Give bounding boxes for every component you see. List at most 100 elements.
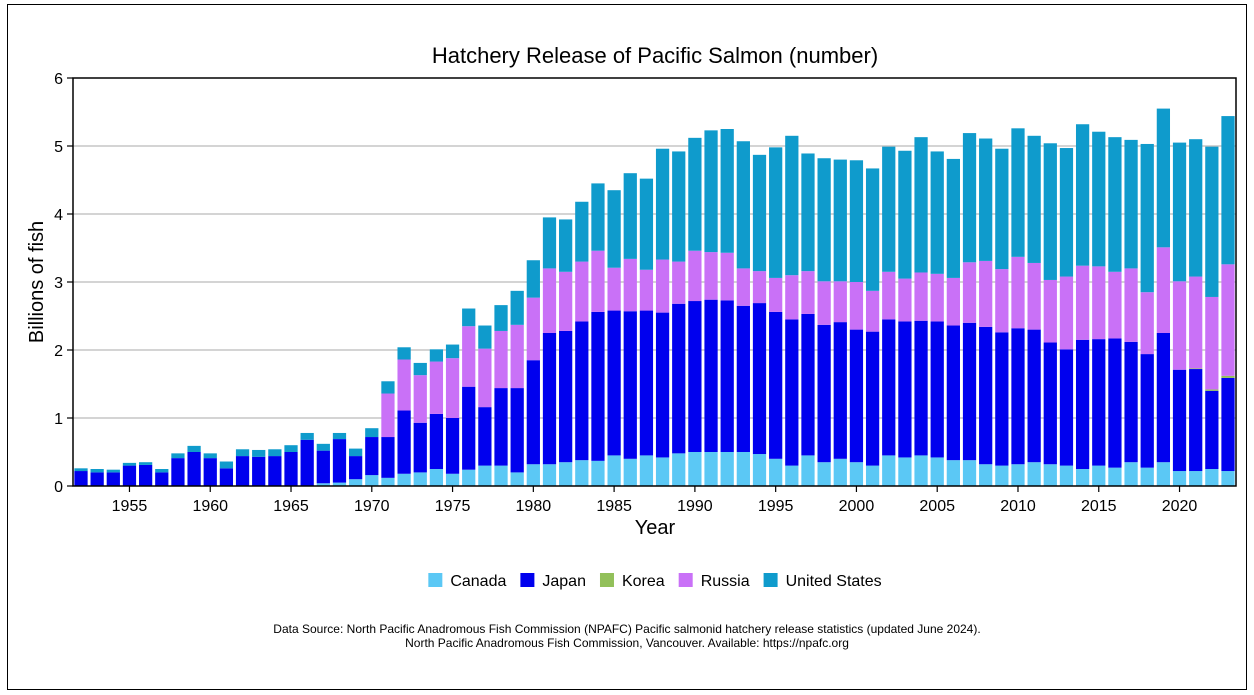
x-tick-label: 1995 xyxy=(758,498,794,515)
x-tick-label: 2005 xyxy=(919,498,955,515)
bar-segment xyxy=(219,461,234,469)
bar-segment xyxy=(316,450,330,484)
bar-segment xyxy=(801,153,815,272)
bar-segment xyxy=(704,452,718,486)
bar-segment xyxy=(1156,462,1171,486)
bar-segment xyxy=(1221,116,1235,265)
bar-segment xyxy=(672,151,686,262)
bar-segment xyxy=(478,407,492,466)
bar-segment xyxy=(672,261,686,304)
bar-segment xyxy=(607,310,621,456)
bar-segment xyxy=(1059,276,1074,350)
bar-segment xyxy=(429,361,444,414)
bar-segment xyxy=(1059,148,1074,277)
legend-label: Russia xyxy=(701,573,750,590)
bar-segment xyxy=(235,449,250,457)
bar-segment xyxy=(284,445,298,452)
x-tick-label: 1965 xyxy=(273,498,309,515)
bar-segment xyxy=(849,329,864,463)
bar-segment xyxy=(882,146,896,272)
bar-segment xyxy=(575,321,589,461)
legend-label: Canada xyxy=(450,573,506,590)
bar-segment xyxy=(865,331,880,466)
bar-segment xyxy=(1027,462,1041,486)
bar-segment xyxy=(575,460,589,486)
bar-segment xyxy=(74,471,88,486)
bar-segment xyxy=(930,321,944,458)
bar-segment xyxy=(381,477,395,486)
bar-segment xyxy=(979,260,993,327)
bar-segment xyxy=(235,456,250,486)
bar-segment xyxy=(898,457,912,486)
bar-segment xyxy=(914,320,928,456)
bar-segment xyxy=(817,462,831,486)
y-tick-label: 3 xyxy=(54,275,63,292)
bar-segment xyxy=(914,137,928,273)
bar-segment xyxy=(720,129,734,253)
bar-segment xyxy=(752,454,767,486)
bar-segment xyxy=(381,393,395,438)
bar-segment xyxy=(672,453,686,486)
bar-segment xyxy=(752,154,767,272)
bar-segment xyxy=(284,452,298,486)
bar-segment xyxy=(526,464,540,486)
chart-title: Hatchery Release of Pacific Salmon (numb… xyxy=(432,43,878,68)
y-tick-label: 4 xyxy=(54,207,63,224)
bar-segment xyxy=(122,465,137,486)
bar-segment xyxy=(510,324,524,389)
bar-segment xyxy=(752,303,767,455)
bar-segment xyxy=(1205,390,1219,469)
bar-segment xyxy=(1205,469,1219,486)
bar-segment xyxy=(688,452,702,486)
bar-segment xyxy=(478,325,492,349)
bar-segment xyxy=(203,458,217,486)
bar-segment xyxy=(1075,469,1090,486)
bar-segment xyxy=(1156,247,1171,333)
bar-segment xyxy=(478,348,492,408)
bar-segment xyxy=(90,469,104,473)
bar-segment xyxy=(591,183,605,251)
y-axis-label: Billions of fish xyxy=(26,221,48,343)
bar-segment xyxy=(187,445,201,452)
bar-segment xyxy=(1156,108,1171,248)
bar-segment xyxy=(1124,341,1138,463)
x-tick-label: 1975 xyxy=(435,498,471,515)
bar-segment xyxy=(1205,296,1219,390)
bar-segment xyxy=(171,453,185,459)
bar-segment xyxy=(898,278,912,322)
bar-segment xyxy=(785,465,799,486)
x-tick-label: 1970 xyxy=(354,498,390,515)
bar-segment xyxy=(995,269,1009,333)
bar-segment xyxy=(332,482,347,486)
bar-segment xyxy=(930,457,944,486)
bar-segment xyxy=(462,308,476,327)
bar-segment xyxy=(882,455,896,486)
bar-segment xyxy=(268,449,282,457)
bar-segment xyxy=(413,422,427,473)
bar-segment xyxy=(946,158,960,278)
bar-segment xyxy=(979,326,993,465)
bar-segment xyxy=(639,269,654,311)
legend-label: Japan xyxy=(542,573,586,590)
bar-segment xyxy=(381,437,395,478)
bar-segment xyxy=(1059,349,1074,466)
bar-segment xyxy=(623,173,637,259)
bar-segment xyxy=(849,160,864,282)
bar-segment xyxy=(1172,471,1187,486)
bar-segment xyxy=(1124,462,1138,486)
bar-segment xyxy=(1075,339,1090,469)
bar-segment xyxy=(252,456,266,486)
bar-segment xyxy=(1124,268,1138,342)
bar-segment xyxy=(704,252,718,300)
bar-segment xyxy=(397,359,411,411)
bar-segment xyxy=(1043,279,1057,343)
bar-stacks xyxy=(74,108,1235,486)
bar-segment xyxy=(833,281,847,323)
x-tick-label: 1990 xyxy=(677,498,713,515)
bar-segment xyxy=(1011,256,1025,329)
bar-segment xyxy=(1092,339,1106,466)
bar-segment xyxy=(1043,143,1057,280)
bar-segment xyxy=(833,458,847,486)
bar-segment xyxy=(865,465,880,486)
bar-segment xyxy=(187,452,201,486)
